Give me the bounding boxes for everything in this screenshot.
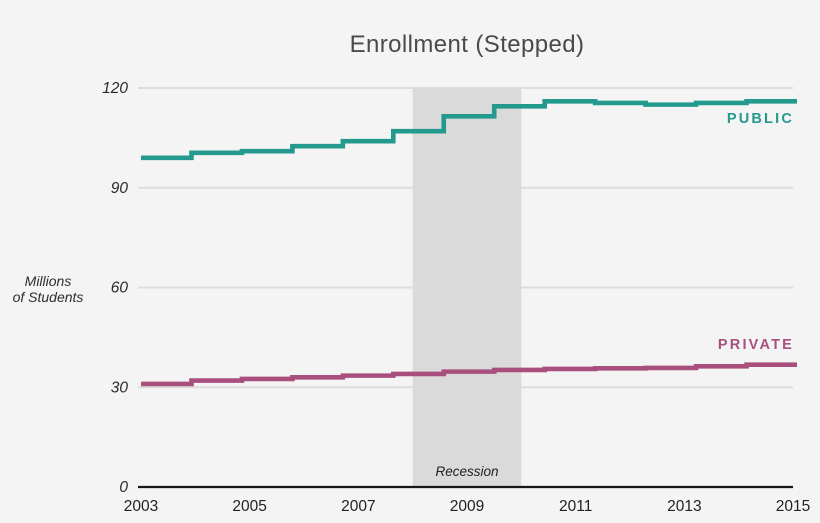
chart-title: Enrollment (Stepped): [349, 31, 585, 58]
y-axis-title-line2: of Students: [12, 289, 84, 306]
y-axis-title: Millions of Students: [4, 273, 92, 305]
series-label-private: PRIVATE: [718, 337, 794, 353]
x-tick-label-2009: 2009: [450, 498, 484, 515]
x-tick-label-2007: 2007: [341, 498, 375, 515]
recession-label: Recession: [435, 464, 498, 479]
x-tick-label-2015: 2015: [776, 498, 810, 515]
x-tick-label-2005: 2005: [232, 498, 266, 515]
y-tick-label-90: 90: [111, 180, 129, 197]
y-tick-label-60: 60: [111, 280, 129, 297]
y-tick-label-30: 30: [111, 379, 129, 396]
series-path-private: [141, 362, 797, 387]
y-tick-label-0: 0: [119, 479, 128, 496]
y-axis-title-line1: Millions: [24, 273, 72, 289]
y-tick-label-120: 120: [102, 80, 128, 97]
series-path-public: [141, 99, 797, 161]
x-tick-label-2013: 2013: [667, 498, 701, 515]
recession-band: [412, 88, 522, 487]
series-label-public: PUBLIC: [727, 111, 794, 127]
x-tick-label-2011: 2011: [559, 498, 592, 515]
x-tick-label-2003: 2003: [124, 498, 158, 515]
